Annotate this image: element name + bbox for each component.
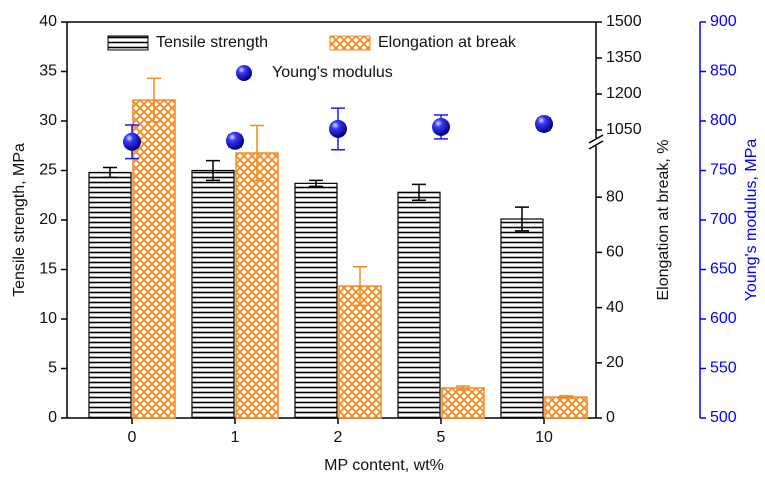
error-bar: [309, 179, 323, 188]
y-tick-label: 20: [39, 211, 57, 228]
y3-tick-label: 750: [710, 162, 737, 179]
x-tick-label: 0: [128, 429, 137, 446]
y3-tick-label: 550: [710, 360, 737, 377]
legend-label: Young's modulus: [272, 64, 393, 81]
legend: Tensile strength Elongation at break You…: [107, 34, 517, 81]
legend-swatch: [236, 65, 252, 81]
bar: [235, 152, 279, 419]
y2-tick-label: 1350: [606, 49, 642, 66]
y3-tick-label: 700: [710, 211, 737, 228]
y3-tick-label: 600: [710, 310, 737, 327]
y3-tick-label: 850: [710, 63, 737, 80]
error-bar: [206, 159, 220, 182]
error-bar: [412, 183, 426, 201]
y3-tick-label: 500: [710, 409, 737, 426]
y2-tick-label: 20: [606, 354, 624, 371]
point: [535, 114, 553, 133]
x-tick-label: 2: [334, 429, 343, 446]
error-bar: [353, 266, 367, 307]
bar: [132, 99, 176, 419]
point: [432, 117, 450, 136]
y2-tick-label: 1050: [606, 121, 642, 138]
y2-axis-title: Elongation at break, %: [655, 140, 672, 301]
y2-tick-label: 80: [606, 188, 624, 205]
y-tick-label: 40: [39, 13, 57, 30]
y3-tick-label: 650: [710, 261, 737, 278]
bar: [294, 182, 338, 419]
y-tick-label: 25: [39, 162, 57, 179]
error-bar: [250, 124, 264, 182]
error-bar: [559, 395, 573, 399]
legend-label: Elongation at break: [378, 34, 517, 51]
y2-tick-label: 1200: [606, 85, 642, 102]
y2-tick-label: 40: [606, 299, 624, 316]
bar: [397, 191, 441, 419]
y-tick-label: 10: [39, 310, 57, 327]
y-axis-title: Tensile strength, MPa: [11, 143, 28, 297]
y-tick-label: 30: [39, 112, 57, 129]
error-bar: [515, 206, 529, 232]
bar: [191, 169, 235, 419]
error-bar: [456, 385, 470, 391]
bar: [88, 171, 132, 419]
error-bar: [103, 166, 117, 179]
error-bar: [147, 77, 161, 123]
y2-tick-label: 1500: [606, 13, 642, 30]
y-tick-label: 15: [39, 261, 57, 278]
axis-break: [588, 134, 604, 150]
y-tick-label: 5: [48, 360, 57, 377]
bar: [500, 218, 544, 419]
x-axis-title: MP content, wt%: [324, 457, 444, 474]
y3-tick-label: 900: [710, 13, 737, 30]
point: [226, 131, 244, 150]
y3-axis-title: Young's modulus, MPa: [743, 139, 760, 302]
legend-swatch: [107, 35, 149, 51]
x-tick-label: 10: [535, 429, 553, 446]
bar: [544, 396, 588, 419]
y3-tick-label: 800: [710, 112, 737, 129]
point: [123, 132, 141, 151]
legend-swatch: [329, 35, 371, 51]
bar: [441, 387, 485, 419]
bar: [338, 285, 382, 419]
legend-label: Tensile strength: [156, 34, 268, 51]
y2-tick-label: 60: [606, 244, 624, 261]
y-tick-label: 0: [48, 409, 57, 426]
y2-tick-label: 0: [606, 409, 615, 426]
point: [329, 119, 347, 138]
y-tick-label: 35: [39, 63, 57, 80]
x-tick-label: 1: [231, 429, 240, 446]
x-tick-label: 5: [437, 429, 446, 446]
